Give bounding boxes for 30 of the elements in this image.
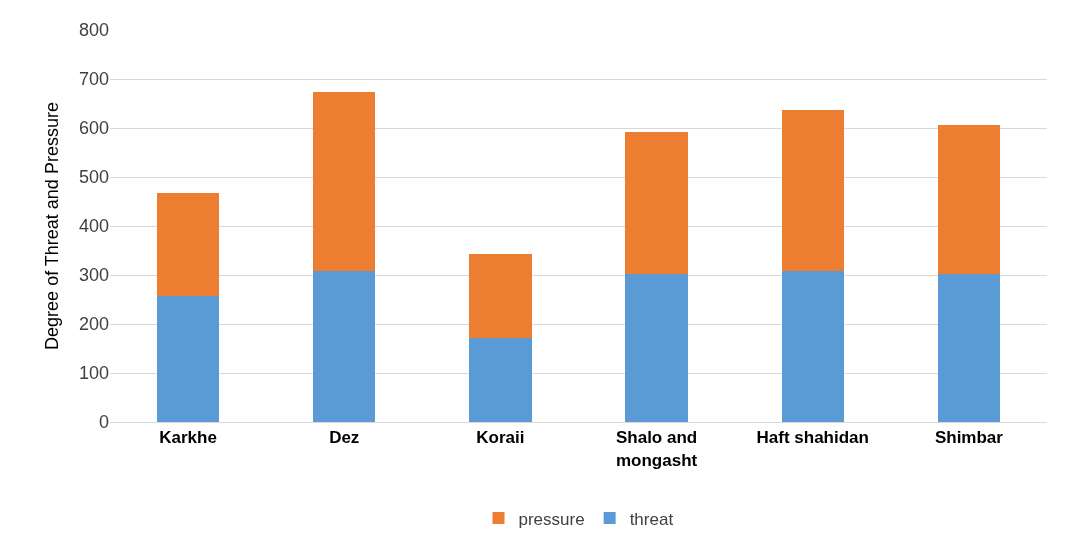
- y-tick-label: 300: [78, 265, 109, 286]
- x-tick-label: Shalo and mongasht: [615, 428, 698, 470]
- bar: [313, 271, 376, 422]
- bar: [937, 273, 1001, 422]
- bar: [156, 296, 220, 422]
- x-tick-label: Dez: [329, 428, 360, 448]
- bar: [625, 132, 688, 274]
- bar: [313, 91, 376, 272]
- x-tick-label: Shimbar: [934, 428, 1004, 448]
- y-axis-title: Degree of Threat and Pressure: [42, 102, 63, 350]
- y-tick-label: 100: [78, 363, 109, 384]
- bar: [781, 271, 844, 422]
- bar: [937, 125, 1001, 274]
- y-tick-label: 500: [78, 167, 109, 188]
- legend-label: pressure: [518, 509, 585, 529]
- bar: [625, 273, 688, 422]
- y-tick-label: 800: [78, 20, 109, 41]
- legend-label: threat: [629, 509, 674, 529]
- x-tick-label: Koraii: [476, 428, 525, 448]
- bar: [781, 109, 844, 272]
- y-tick-label: 700: [78, 69, 109, 90]
- y-tick-label: 400: [78, 216, 109, 237]
- bar: [469, 254, 532, 338]
- bar: [156, 193, 220, 297]
- x-tick-label: Haft shahidan: [756, 428, 869, 448]
- y-tick-label: 200: [78, 314, 109, 335]
- y-tick-label: 600: [78, 118, 109, 139]
- bar: [469, 337, 532, 422]
- x-tick-label: Karkhe: [159, 428, 217, 448]
- y-tick-label: 0: [98, 412, 109, 433]
